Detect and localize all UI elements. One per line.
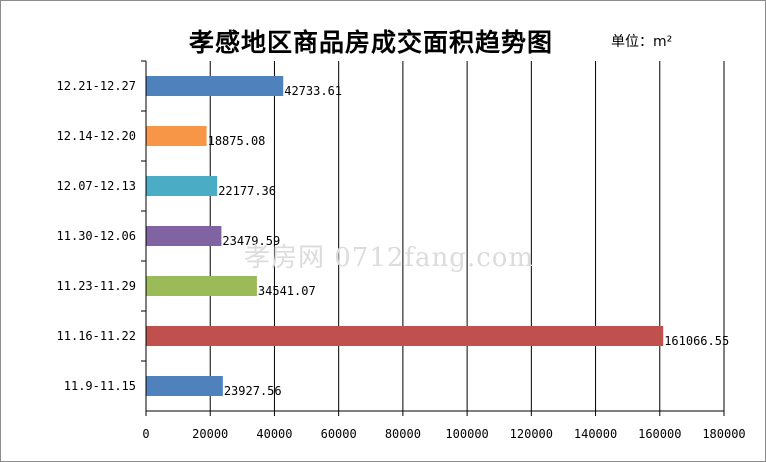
axes: [141, 60, 725, 416]
bars: [146, 76, 664, 396]
bar: [146, 226, 222, 246]
data-label: 42733.61: [284, 84, 342, 98]
bar: [146, 326, 664, 346]
category-label: 12.07-12.13: [57, 179, 136, 193]
category-label: 11.30-12.06: [57, 229, 136, 243]
labels: 0 20000 40000 60000 80000 100000 120000 140000 1…: [57, 79, 746, 441]
category-label: 11.23-11.29: [57, 279, 136, 293]
bar: [146, 126, 207, 146]
x-tick-label: 0: [142, 427, 149, 441]
bar: [146, 76, 284, 96]
category-label: 11.16-11.22: [57, 329, 136, 343]
data-label: 22177.36: [218, 184, 276, 198]
x-tick-label: 60000: [321, 427, 357, 441]
bar: [146, 176, 218, 196]
data-label: 18875.08: [208, 134, 266, 148]
x-tick-label: 160000: [638, 427, 681, 441]
category-label: 11.9-11.15: [64, 379, 136, 393]
x-tick-label: 20000: [192, 427, 228, 441]
category-label: 12.21-12.27: [57, 79, 136, 93]
x-tick-label: 80000: [385, 427, 421, 441]
bar: [146, 276, 257, 296]
watermark: 孝房网 0712fang.com: [244, 243, 535, 273]
x-tick-label: 100000: [445, 427, 488, 441]
data-label: 161066.55: [664, 334, 729, 348]
gridlines: [209, 61, 725, 411]
x-tick-label: 140000: [574, 427, 617, 441]
data-label: 23927.56: [224, 384, 282, 398]
data-label: 34541.07: [258, 284, 316, 298]
chart-title: 孝感地区商品房成交面积趋势图: [188, 28, 553, 57]
data-label: 23479.59: [222, 234, 280, 248]
x-tick-label: 120000: [510, 427, 553, 441]
unit-label: 单位：m²: [611, 34, 673, 50]
x-tick-label: 180000: [702, 427, 745, 441]
bar: [146, 376, 223, 396]
category-label: 12.14-12.20: [57, 129, 136, 143]
x-tick-label: 40000: [256, 427, 292, 441]
